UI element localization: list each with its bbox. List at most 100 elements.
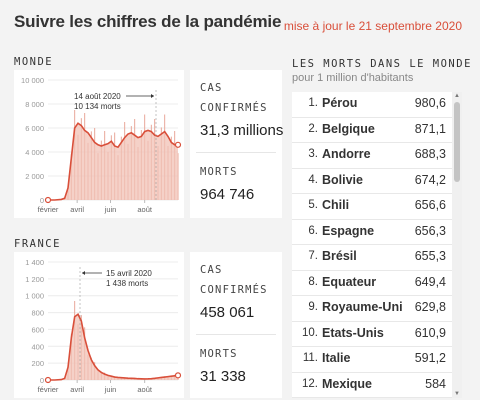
ranking-country: Etats-Unis: [322, 325, 384, 340]
y-tick-label: 6 000: [25, 124, 44, 133]
ranking-rank: 2.: [308, 122, 318, 135]
ranking-value: 649,4: [414, 274, 446, 289]
ranking-row: 10. Etats-Unis 610,9: [292, 322, 452, 347]
ranking-title: LES MORTS DANS LE MONDE: [292, 58, 472, 70]
end-point: [174, 372, 182, 379]
cases-label-monde: CAS: [200, 82, 223, 94]
ranking-rank: 3.: [308, 148, 318, 160]
stats-card-monde: CAS CONFIRMÉS 31,3 millions MORTS 964 74…: [190, 70, 284, 218]
x-tick-label: juin: [104, 205, 117, 214]
cases-label-france: CAS: [200, 264, 223, 276]
ranking-rank: 11.: [302, 352, 318, 364]
ranking-row: 5. Chili 656,6: [292, 194, 452, 220]
ranking-value: 688,3: [414, 147, 446, 161]
ranking-row: 1. Pérou 980,6: [292, 92, 452, 118]
stat-divider: [196, 152, 276, 153]
stats-card-france: CAS CONFIRMÉS 458 061 MORTS 31 338: [190, 252, 282, 398]
ranking-rank: 7.: [308, 250, 318, 262]
annotation-arrowhead: [82, 271, 85, 275]
cases-label-france-2: CONFIRMÉS: [200, 284, 268, 296]
ranking-value: 656,6: [414, 198, 446, 212]
series-line: [48, 122, 178, 201]
ranking-row: 9. Royaume-Uni 629,8: [292, 296, 452, 322]
area-fill: [48, 123, 178, 200]
stat-divider: [196, 334, 276, 335]
ranking-subtitle: pour 1 million d'habitants: [292, 72, 414, 84]
ranking-rank: 10.: [302, 326, 318, 339]
ranking-rank: 8.: [308, 275, 318, 288]
update-date: mise à jour le 21 septembre 2020: [283, 19, 462, 33]
y-tick-label: 4 000: [25, 148, 44, 157]
ranking-rank: 12.: [302, 377, 318, 390]
ranking-row: 2. Belgique 871,1: [292, 118, 452, 143]
x-tick-label: février: [38, 205, 59, 214]
y-tick-label: 1 000: [25, 292, 44, 301]
y-tick-label: 400: [31, 342, 44, 351]
ranking-scrollbar[interactable]: ▲ ▼: [452, 92, 462, 398]
ranking-row: 7. Brésil 655,3: [292, 245, 452, 271]
x-tick-label: juin: [104, 385, 117, 394]
page-header: Suivre les chiffres de la pandémie mise …: [0, 0, 480, 44]
ranking-country: Pérou: [322, 96, 358, 110]
ranking-row: 3. Andorre 688,3: [292, 143, 452, 169]
annotation-value: 10 134 morts: [74, 102, 121, 111]
annotation-date: 14 août 2020: [74, 92, 121, 101]
ranking-country: Royaume-Uni: [322, 300, 403, 314]
y-tick-label: 1 400: [25, 258, 44, 267]
y-tick-label: 200: [31, 359, 44, 368]
ranking-value: 629,8: [414, 300, 446, 314]
ranking-country: Brésil: [322, 249, 357, 263]
section-label-monde: MONDE: [14, 56, 54, 68]
ranking-rank: 4.: [308, 173, 318, 186]
ranking-value: 980,6: [414, 96, 446, 110]
y-tick-label: 0: [40, 196, 44, 205]
section-label-france: FRANCE: [14, 238, 61, 250]
deaths-label-monde: MORTS: [200, 166, 238, 178]
chart-card-france: 1 400 1 200 1 000 800 600 400 200 0 février avril…: [14, 252, 184, 398]
ranking-value: 674,2: [414, 172, 446, 187]
ranking-row: 8. Equateur 649,4: [292, 271, 452, 296]
ranking-country: Belgique: [322, 121, 375, 136]
ranking-rank: 1.: [308, 97, 318, 109]
ranking-country: Bolivie: [322, 172, 363, 187]
ranking-country: Espagne: [322, 223, 375, 238]
ranking-rank: 6.: [308, 224, 318, 237]
chart-card-monde: 10 000 8 000 6 000 4 000 2 000 0 février avril j…: [14, 70, 184, 218]
end-point: [174, 141, 182, 148]
y-tick-label: 600: [31, 325, 44, 334]
ranking-value: 610,9: [414, 325, 446, 340]
x-tick-label: août: [137, 205, 153, 214]
ranking-value: 584: [425, 376, 446, 391]
ranking-country: Chili: [322, 198, 350, 212]
deaths-value-france: 31 338: [200, 368, 246, 385]
page-title: Suivre les chiffres de la pandémie: [14, 12, 282, 31]
ranking-country: Mexique: [322, 376, 373, 391]
series-line: [48, 313, 179, 381]
ranking-row: 6. Espagne 656,3: [292, 220, 452, 245]
x-tick-label: février: [38, 385, 59, 394]
ranking-country: Italie: [322, 351, 351, 365]
cases-label-monde-2: CONFIRMÉS: [200, 102, 268, 114]
y-tick-label: 2 000: [25, 172, 44, 181]
y-tick-label: 800: [31, 309, 44, 318]
annotation-value: 1 438 morts: [106, 279, 148, 288]
scroll-down-arrow-icon[interactable]: ▼: [454, 391, 460, 397]
scroll-up-arrow-icon[interactable]: ▲: [454, 93, 460, 99]
y-tick-label: 10 000: [21, 76, 44, 85]
ranking-country: Andorre: [322, 147, 371, 161]
ranking-row: 12. Mexique 584: [292, 373, 452, 398]
ranking-rank: 9.: [308, 301, 318, 313]
annotation-date: 15 avril 2020: [106, 269, 152, 278]
ranking-value: 655,3: [414, 249, 446, 263]
y-tick-label: 8 000: [25, 100, 44, 109]
cases-value-france: 458 061: [200, 304, 255, 321]
ranking-list[interactable]: 1. Pérou 980,6 2. Belgique 871,1 3. Andorre 688,…: [292, 92, 452, 398]
scroll-thumb[interactable]: [454, 102, 460, 182]
ranking-row: 4. Bolivie 674,2: [292, 169, 452, 194]
y-tick-label: 1 200: [25, 275, 44, 284]
deaths-value-monde: 964 746: [200, 186, 255, 203]
x-tick-label: avril: [70, 385, 84, 394]
cases-value-monde: 31,3 millions: [200, 122, 284, 139]
